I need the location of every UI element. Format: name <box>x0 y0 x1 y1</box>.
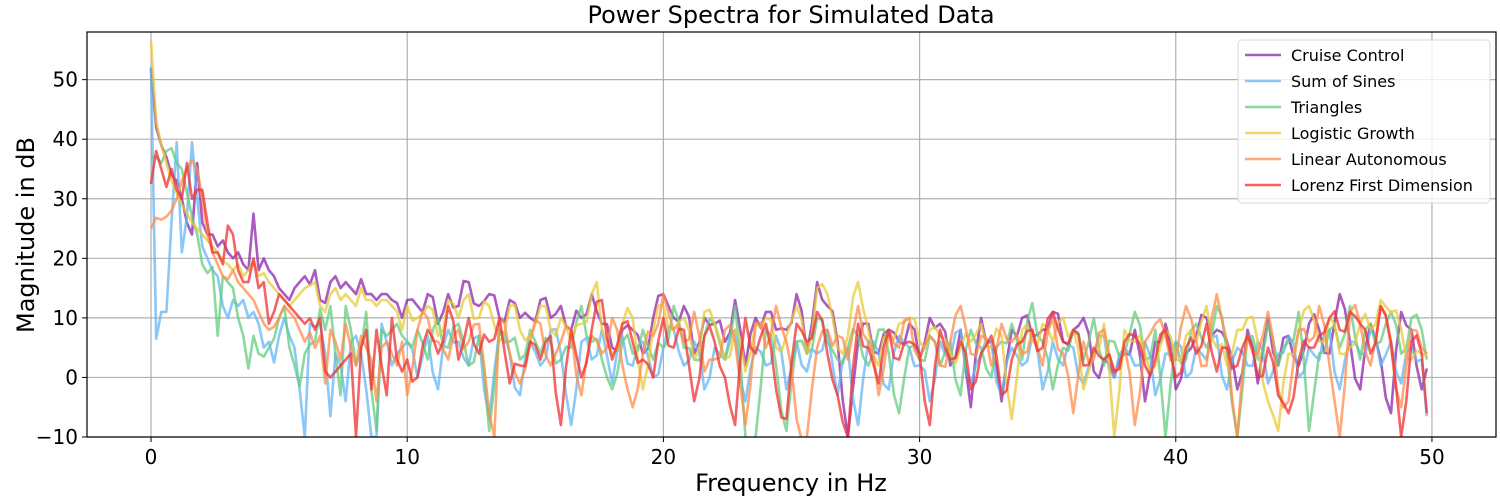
y-tick-label: −10 <box>36 425 78 449</box>
series-lines <box>149 40 1429 437</box>
legend-label: Cruise Control <box>1291 46 1404 65</box>
y-axis-ticks: −10 0 10 20 30 40 50 <box>36 68 87 449</box>
series-line-lorenz-first-dimension <box>149 149 1429 437</box>
y-axis-label: Magnitude in dB <box>12 137 40 333</box>
legend-label: Sum of Sines <box>1291 72 1395 91</box>
legend-box <box>1237 39 1491 204</box>
chart-title: Power Spectra for Simulated Data <box>587 1 994 29</box>
legend-label: Logistic Growth <box>1291 124 1415 143</box>
series-line-logistic-growth <box>149 40 1428 437</box>
legend-label: Lorenz First Dimension <box>1291 176 1473 195</box>
y-tick-label: 10 <box>53 306 78 330</box>
plot-frame <box>86 31 1497 438</box>
legend-item: Logistic Growth <box>1245 124 1415 143</box>
legend-item: Lorenz First Dimension <box>1245 176 1473 195</box>
legend-label: Triangles <box>1290 98 1362 117</box>
x-tick-label: 50 <box>1419 445 1444 469</box>
legend-item: Linear Autonomous <box>1245 150 1447 169</box>
series-line-triangles <box>151 146 1429 437</box>
y-tick-label: 20 <box>53 246 78 270</box>
y-tick-label: 50 <box>53 68 78 92</box>
y-tick-label: 0 <box>65 365 78 389</box>
x-axis-label: Frequency in Hz <box>695 469 887 497</box>
legend-item: Sum of Sines <box>1245 72 1395 91</box>
y-tick-label: 30 <box>53 187 78 211</box>
x-tick-label: 0 <box>145 445 158 469</box>
y-tick-label: 40 <box>53 127 78 151</box>
x-axis-ticks: 0 10 20 30 40 50 <box>145 437 1445 469</box>
x-tick-label: 30 <box>907 445 932 469</box>
legend-item: Cruise Control <box>1245 46 1404 65</box>
legend-label: Linear Autonomous <box>1291 150 1447 169</box>
legend: Cruise Control Sum of Sines Triangles Logis… <box>1237 39 1491 204</box>
x-tick-label: 40 <box>1163 445 1188 469</box>
x-tick-label: 20 <box>651 445 676 469</box>
x-tick-label: 10 <box>395 445 420 469</box>
legend-item: Triangles <box>1245 98 1362 117</box>
